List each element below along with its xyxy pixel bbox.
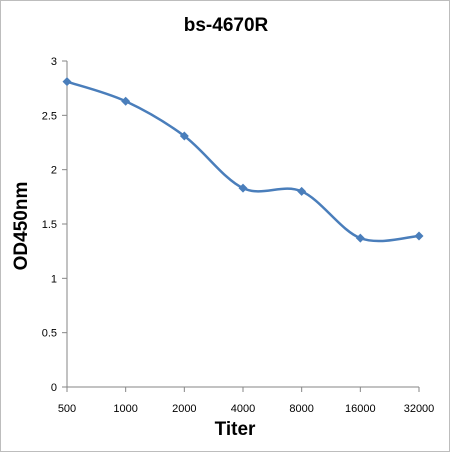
x-tick-label: 32000 — [404, 403, 435, 415]
data-point-marker — [62, 77, 72, 87]
data-point-marker — [297, 186, 307, 196]
y-tick-group: 0 0.5 1 1.5 2 2.5 3 — [42, 56, 67, 394]
data-point-marker — [238, 183, 248, 193]
x-axis-title: Titer — [215, 419, 256, 440]
data-point-marker — [414, 231, 424, 241]
chart-title: bs-4670R — [184, 15, 269, 36]
y-axis-title: OD450nm — [11, 182, 32, 271]
x-tick-label: 1000 — [113, 403, 137, 415]
x-tick-group: 500 1000 2000 4000 8000 16000 32000 — [58, 387, 434, 415]
x-tick-label: 500 — [58, 403, 76, 415]
x-tick-label: 8000 — [289, 403, 313, 415]
y-tick-label: 3 — [51, 56, 57, 68]
y-tick-label: 0.5 — [42, 328, 57, 340]
y-tick-label: 2 — [51, 165, 57, 177]
data-point-marker — [179, 131, 189, 141]
y-tick-label: 1.5 — [42, 219, 57, 231]
series-markers — [62, 77, 424, 243]
y-tick-label: 2.5 — [42, 110, 57, 122]
data-point-marker — [121, 96, 131, 106]
series-line — [66, 80, 420, 243]
y-tick-label: 1 — [51, 273, 57, 285]
x-tick-label: 2000 — [172, 403, 196, 415]
x-tick-label: 4000 — [231, 403, 255, 415]
data-point-marker — [355, 233, 365, 243]
y-tick-label: 0 — [51, 382, 57, 394]
x-tick-label: 16000 — [345, 403, 376, 415]
